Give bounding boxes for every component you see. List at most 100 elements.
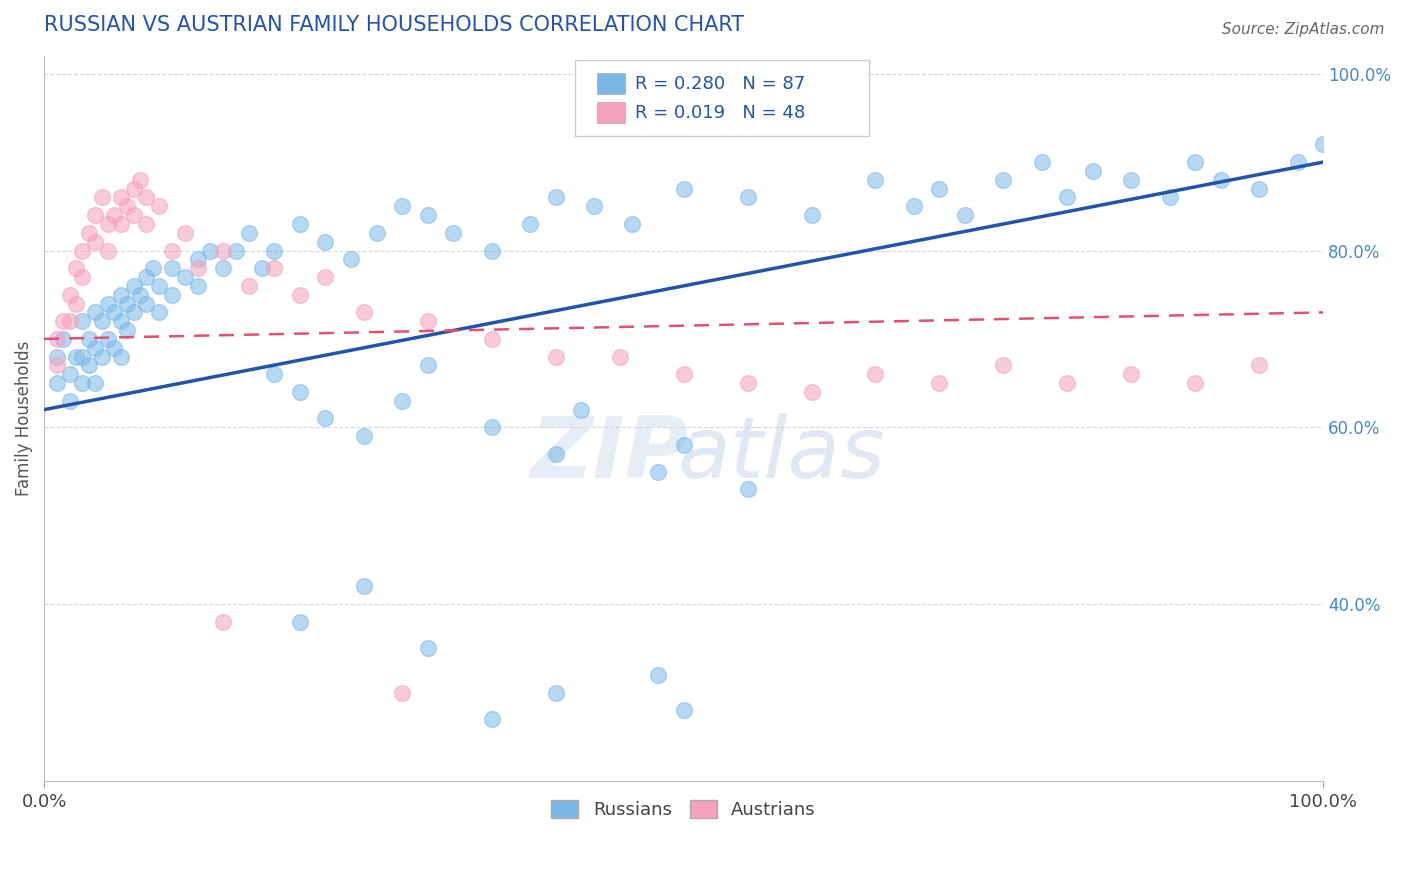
- Text: atlas: atlas: [678, 413, 886, 496]
- Point: [1081, 164, 1104, 178]
- Point: [1031, 155, 1053, 169]
- Point: [97, 296, 120, 310]
- Point: [315, 270, 337, 285]
- Point: [366, 226, 388, 240]
- Point: [800, 208, 823, 222]
- Y-axis label: Family Households: Family Households: [15, 341, 32, 496]
- Point: [903, 199, 925, 213]
- Point: [519, 217, 541, 231]
- Point: [672, 438, 695, 452]
- Point: [800, 384, 823, 399]
- Point: [621, 217, 644, 231]
- Point: [77, 226, 100, 240]
- Point: [45, 350, 67, 364]
- Point: [953, 208, 976, 222]
- Point: [672, 181, 695, 195]
- Point: [148, 199, 170, 213]
- Point: [212, 615, 235, 629]
- Point: [110, 190, 132, 204]
- Point: [569, 402, 592, 417]
- FancyBboxPatch shape: [596, 102, 624, 123]
- Point: [173, 270, 195, 285]
- Point: [928, 181, 950, 195]
- Point: [65, 261, 87, 276]
- Point: [45, 359, 67, 373]
- Point: [737, 482, 759, 496]
- Point: [391, 393, 413, 408]
- Point: [340, 252, 363, 267]
- Point: [1159, 190, 1181, 204]
- Point: [122, 181, 145, 195]
- Point: [45, 332, 67, 346]
- Point: [353, 579, 375, 593]
- Point: [416, 641, 439, 656]
- Point: [84, 235, 107, 249]
- Point: [117, 296, 139, 310]
- Point: [993, 173, 1015, 187]
- Point: [77, 332, 100, 346]
- Point: [160, 244, 183, 258]
- Point: [72, 350, 94, 364]
- Point: [481, 420, 503, 434]
- FancyBboxPatch shape: [596, 72, 624, 95]
- Point: [391, 685, 413, 699]
- Point: [160, 261, 183, 276]
- Point: [1286, 155, 1309, 169]
- Point: [544, 190, 567, 204]
- Point: [65, 296, 87, 310]
- Point: [481, 712, 503, 726]
- Point: [263, 244, 285, 258]
- Point: [1121, 173, 1143, 187]
- Point: [97, 244, 120, 258]
- Point: [263, 261, 285, 276]
- Text: R = 0.280   N = 87: R = 0.280 N = 87: [636, 75, 806, 93]
- Point: [59, 314, 82, 328]
- Point: [45, 376, 67, 391]
- Point: [135, 217, 157, 231]
- Point: [1249, 359, 1271, 373]
- Point: [84, 305, 107, 319]
- Point: [129, 287, 152, 301]
- Point: [481, 332, 503, 346]
- Point: [1056, 376, 1078, 391]
- Point: [84, 376, 107, 391]
- Legend: Russians, Austrians: Russians, Austrians: [544, 793, 823, 826]
- Point: [647, 465, 669, 479]
- Point: [187, 261, 209, 276]
- Point: [609, 350, 631, 364]
- Point: [238, 278, 260, 293]
- Point: [122, 208, 145, 222]
- Point: [212, 244, 235, 258]
- Point: [288, 615, 311, 629]
- Point: [441, 226, 464, 240]
- Point: [97, 217, 120, 231]
- Point: [148, 278, 170, 293]
- Point: [110, 314, 132, 328]
- Text: ZIP: ZIP: [530, 413, 688, 496]
- Point: [544, 350, 567, 364]
- Point: [135, 270, 157, 285]
- Point: [865, 173, 887, 187]
- Point: [353, 429, 375, 443]
- Point: [110, 217, 132, 231]
- Point: [103, 305, 125, 319]
- Point: [544, 447, 567, 461]
- Point: [672, 703, 695, 717]
- Point: [928, 376, 950, 391]
- Text: Source: ZipAtlas.com: Source: ZipAtlas.com: [1222, 22, 1385, 37]
- Point: [72, 314, 94, 328]
- Point: [416, 208, 439, 222]
- Point: [315, 411, 337, 425]
- Point: [250, 261, 273, 276]
- Point: [90, 314, 112, 328]
- Point: [65, 350, 87, 364]
- Point: [263, 368, 285, 382]
- Point: [865, 368, 887, 382]
- Point: [288, 217, 311, 231]
- Point: [72, 244, 94, 258]
- Point: [1056, 190, 1078, 204]
- Point: [1184, 155, 1206, 169]
- Point: [84, 341, 107, 355]
- Point: [187, 252, 209, 267]
- Point: [103, 208, 125, 222]
